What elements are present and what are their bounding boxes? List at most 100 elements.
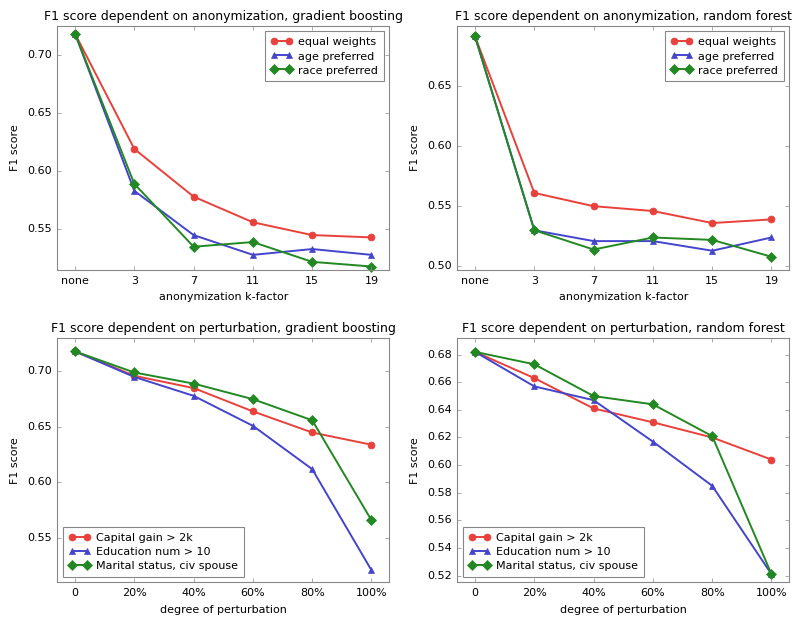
age preferred	[130, 187, 139, 194]
Capital gain > 2k	[589, 405, 598, 412]
equal weights	[766, 216, 776, 223]
Y-axis label: F1 score: F1 score	[10, 124, 20, 171]
Line: Education num > 10: Education num > 10	[71, 348, 375, 574]
Marital status, civ spouse	[248, 396, 258, 403]
X-axis label: anonymization k-factor: anonymization k-factor	[558, 292, 688, 302]
Line: Marital status, civ spouse: Marital status, civ spouse	[71, 348, 375, 524]
Line: Capital gain > 2k: Capital gain > 2k	[71, 348, 375, 448]
Capital gain > 2k	[707, 434, 717, 441]
Line: equal weights: equal weights	[471, 33, 775, 226]
Capital gain > 2k	[307, 429, 317, 436]
race preferred	[307, 258, 317, 266]
Marital status, civ spouse	[189, 380, 198, 388]
age preferred	[707, 247, 717, 254]
Education num > 10	[307, 466, 317, 473]
Education num > 10	[70, 348, 80, 355]
Marital status, civ spouse	[130, 369, 139, 376]
race preferred	[766, 253, 776, 261]
equal weights	[648, 208, 658, 215]
Legend: equal weights, age preferred, race preferred: equal weights, age preferred, race prefe…	[265, 31, 384, 81]
Education num > 10	[766, 571, 776, 578]
X-axis label: degree of perturbation: degree of perturbation	[160, 605, 286, 615]
Title: F1 score dependent on perturbation, gradient boosting: F1 score dependent on perturbation, grad…	[51, 322, 396, 336]
Capital gain > 2k	[248, 408, 258, 415]
race preferred	[366, 262, 376, 270]
equal weights	[189, 193, 198, 201]
Title: F1 score dependent on anonymization, random forest: F1 score dependent on anonymization, ran…	[455, 10, 792, 23]
age preferred	[248, 251, 258, 259]
Marital status, civ spouse	[470, 348, 480, 356]
Legend: equal weights, age preferred, race preferred: equal weights, age preferred, race prefe…	[665, 31, 784, 81]
Education num > 10	[589, 396, 598, 404]
Line: race preferred: race preferred	[71, 30, 375, 270]
Marital status, civ spouse	[766, 571, 776, 578]
Line: age preferred: age preferred	[471, 33, 775, 254]
Marital status, civ spouse	[648, 401, 658, 408]
Marital status, civ spouse	[530, 361, 539, 368]
Capital gain > 2k	[70, 348, 80, 355]
Education num > 10	[707, 482, 717, 489]
equal weights	[707, 219, 717, 227]
Line: Capital gain > 2k: Capital gain > 2k	[471, 348, 775, 463]
equal weights	[530, 189, 539, 197]
Capital gain > 2k	[648, 419, 658, 426]
Education num > 10	[130, 373, 139, 381]
race preferred	[648, 234, 658, 241]
Title: F1 score dependent on perturbation, random forest: F1 score dependent on perturbation, rand…	[462, 322, 785, 336]
Y-axis label: F1 score: F1 score	[10, 437, 20, 484]
Capital gain > 2k	[470, 348, 480, 356]
Education num > 10	[189, 392, 198, 399]
Capital gain > 2k	[130, 372, 139, 379]
age preferred	[470, 32, 480, 40]
race preferred	[707, 236, 717, 244]
age preferred	[189, 231, 198, 239]
Line: race preferred: race preferred	[471, 33, 775, 260]
Education num > 10	[366, 566, 376, 574]
equal weights	[589, 202, 598, 210]
Education num > 10	[470, 348, 480, 356]
Education num > 10	[648, 438, 658, 446]
age preferred	[648, 238, 658, 245]
Marital status, civ spouse	[707, 432, 717, 440]
X-axis label: degree of perturbation: degree of perturbation	[560, 605, 686, 615]
Education num > 10	[248, 422, 258, 429]
Line: Marital status, civ spouse: Marital status, civ spouse	[471, 348, 775, 578]
Line: age preferred: age preferred	[71, 30, 375, 258]
Marital status, civ spouse	[70, 348, 80, 355]
equal weights	[366, 234, 376, 241]
age preferred	[766, 234, 776, 241]
age preferred	[530, 226, 539, 234]
Marital status, civ spouse	[589, 392, 598, 400]
equal weights	[307, 231, 317, 239]
race preferred	[530, 226, 539, 234]
Y-axis label: F1 score: F1 score	[410, 437, 420, 484]
race preferred	[130, 180, 139, 188]
race preferred	[248, 238, 258, 246]
Capital gain > 2k	[530, 374, 539, 382]
X-axis label: anonymization k-factor: anonymization k-factor	[158, 292, 288, 302]
Capital gain > 2k	[366, 441, 376, 449]
Marital status, civ spouse	[366, 516, 376, 524]
Legend: Capital gain > 2k, Education num > 10, Marital status, civ spouse: Capital gain > 2k, Education num > 10, M…	[463, 527, 644, 577]
Education num > 10	[530, 382, 539, 390]
Legend: Capital gain > 2k, Education num > 10, Marital status, civ spouse: Capital gain > 2k, Education num > 10, M…	[63, 527, 244, 577]
equal weights	[130, 145, 139, 152]
Title: F1 score dependent on anonymization, gradient boosting: F1 score dependent on anonymization, gra…	[44, 10, 402, 23]
race preferred	[70, 30, 80, 38]
age preferred	[366, 251, 376, 259]
Marital status, civ spouse	[307, 416, 317, 424]
equal weights	[248, 219, 258, 226]
Line: equal weights: equal weights	[71, 30, 375, 241]
age preferred	[589, 238, 598, 245]
Line: Education num > 10: Education num > 10	[471, 348, 775, 578]
age preferred	[307, 245, 317, 252]
race preferred	[470, 32, 480, 40]
age preferred	[70, 30, 80, 38]
Capital gain > 2k	[189, 384, 198, 392]
Y-axis label: F1 score: F1 score	[410, 124, 420, 171]
race preferred	[589, 246, 598, 253]
equal weights	[70, 30, 80, 38]
race preferred	[189, 243, 198, 251]
equal weights	[470, 32, 480, 40]
Capital gain > 2k	[766, 456, 776, 463]
